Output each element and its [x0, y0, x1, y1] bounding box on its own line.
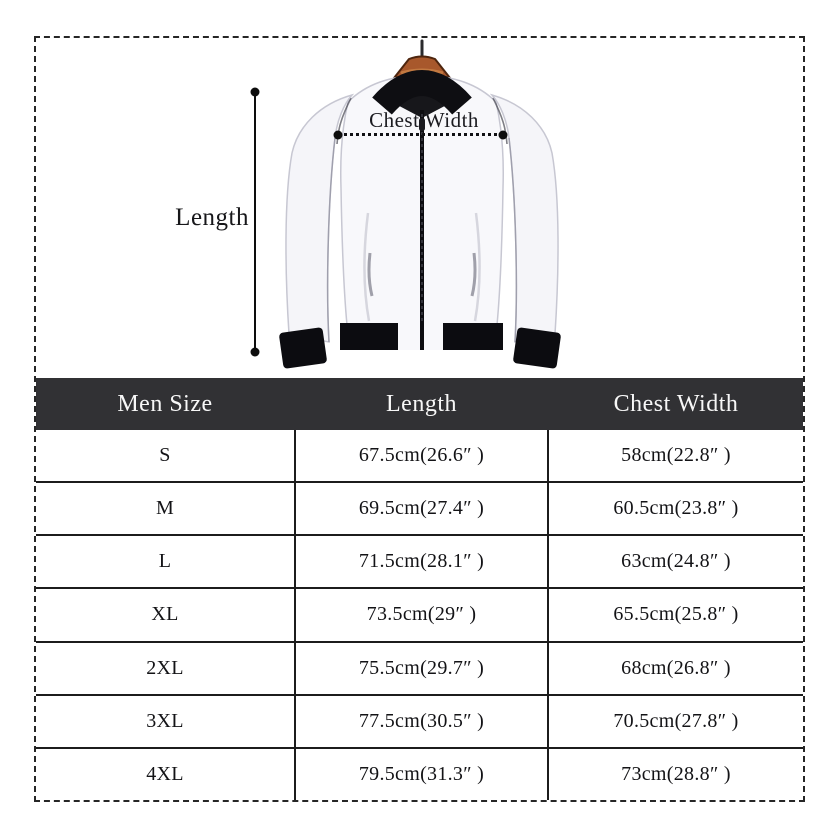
size-table-body: S 67.5cm(26.6″ ) 58cm(22.8″ ) M 69.5cm(2…: [36, 430, 803, 800]
cell-chest-width: 73cm(28.8″ ): [621, 762, 731, 785]
length-measure-line: [254, 92, 256, 352]
cell-length: 75.5cm(29.7″ ): [294, 642, 549, 694]
cell-size: L: [158, 550, 172, 573]
cell-chest-width: 70.5cm(27.8″ ): [613, 709, 739, 732]
cell-chest-width: 63cm(24.8″ ): [621, 550, 731, 573]
table-row: XL 73.5cm(29″ ) 65.5cm(25.8″ ): [36, 589, 803, 643]
dashed-frame: Length Chest Width Men Size Length Chest…: [34, 36, 805, 802]
cell-length: 71.5cm(28.1″ ): [294, 536, 549, 588]
cell-chest-width: 68cm(26.8″ ): [621, 656, 731, 679]
right-cuff: [513, 327, 561, 369]
cell-size: 4XL: [146, 762, 184, 785]
chest-left-dot: [333, 130, 343, 140]
cell-size: 2XL: [146, 656, 184, 679]
table-row: 2XL 75.5cm(29.7″ ) 68cm(26.8″ ): [36, 642, 803, 696]
header-length: Length: [386, 390, 457, 417]
length-label: Length: [175, 204, 249, 231]
table-row: S 67.5cm(26.6″ ) 58cm(22.8″ ): [36, 430, 803, 484]
size-table-header-row: Men Size Length Chest Width: [36, 378, 803, 430]
jacket-illustration: [279, 39, 561, 369]
cell-length: 67.5cm(26.6″ ): [294, 430, 549, 482]
cell-size: XL: [151, 603, 179, 626]
cell-length: 69.5cm(27.4″ ): [294, 483, 549, 535]
cell-chest-width: 58cm(22.8″ ): [621, 444, 731, 467]
cell-chest-width: 60.5cm(23.8″ ): [613, 497, 739, 520]
size-table: Men Size Length Chest Width S 67.5cm(26.…: [36, 378, 803, 800]
chest-measure-line: [338, 133, 503, 136]
cell-length: 77.5cm(30.5″ ): [294, 695, 549, 747]
cell-chest-width: 65.5cm(25.8″ ): [613, 603, 739, 626]
length-top-dot: [250, 87, 260, 97]
cell-length: 79.5cm(31.3″ ): [294, 748, 549, 800]
collar-band: [372, 70, 472, 115]
cell-size: 3XL: [146, 709, 184, 732]
header-chest-width: Chest Width: [613, 390, 739, 417]
chest-right-dot: [498, 130, 508, 140]
cell-length: 73.5cm(29″ ): [294, 589, 549, 641]
table-row: L 71.5cm(28.1″ ) 63cm(24.8″ ): [36, 536, 803, 590]
left-cuff: [279, 327, 327, 369]
cell-size: M: [155, 497, 175, 520]
cell-size: S: [159, 444, 171, 467]
table-row: 3XL 77.5cm(30.5″ ) 70.5cm(27.8″ ): [36, 695, 803, 749]
length-bottom-dot: [250, 347, 260, 357]
table-row: M 69.5cm(27.4″ ) 60.5cm(23.8″ ): [36, 483, 803, 537]
header-men-size: Men Size: [117, 390, 213, 417]
table-row: 4XL 79.5cm(31.3″ ) 73cm(28.8″ ): [36, 748, 803, 800]
jacket-figure: Length Chest Width: [36, 38, 803, 378]
chest-width-label: Chest Width: [369, 108, 479, 132]
